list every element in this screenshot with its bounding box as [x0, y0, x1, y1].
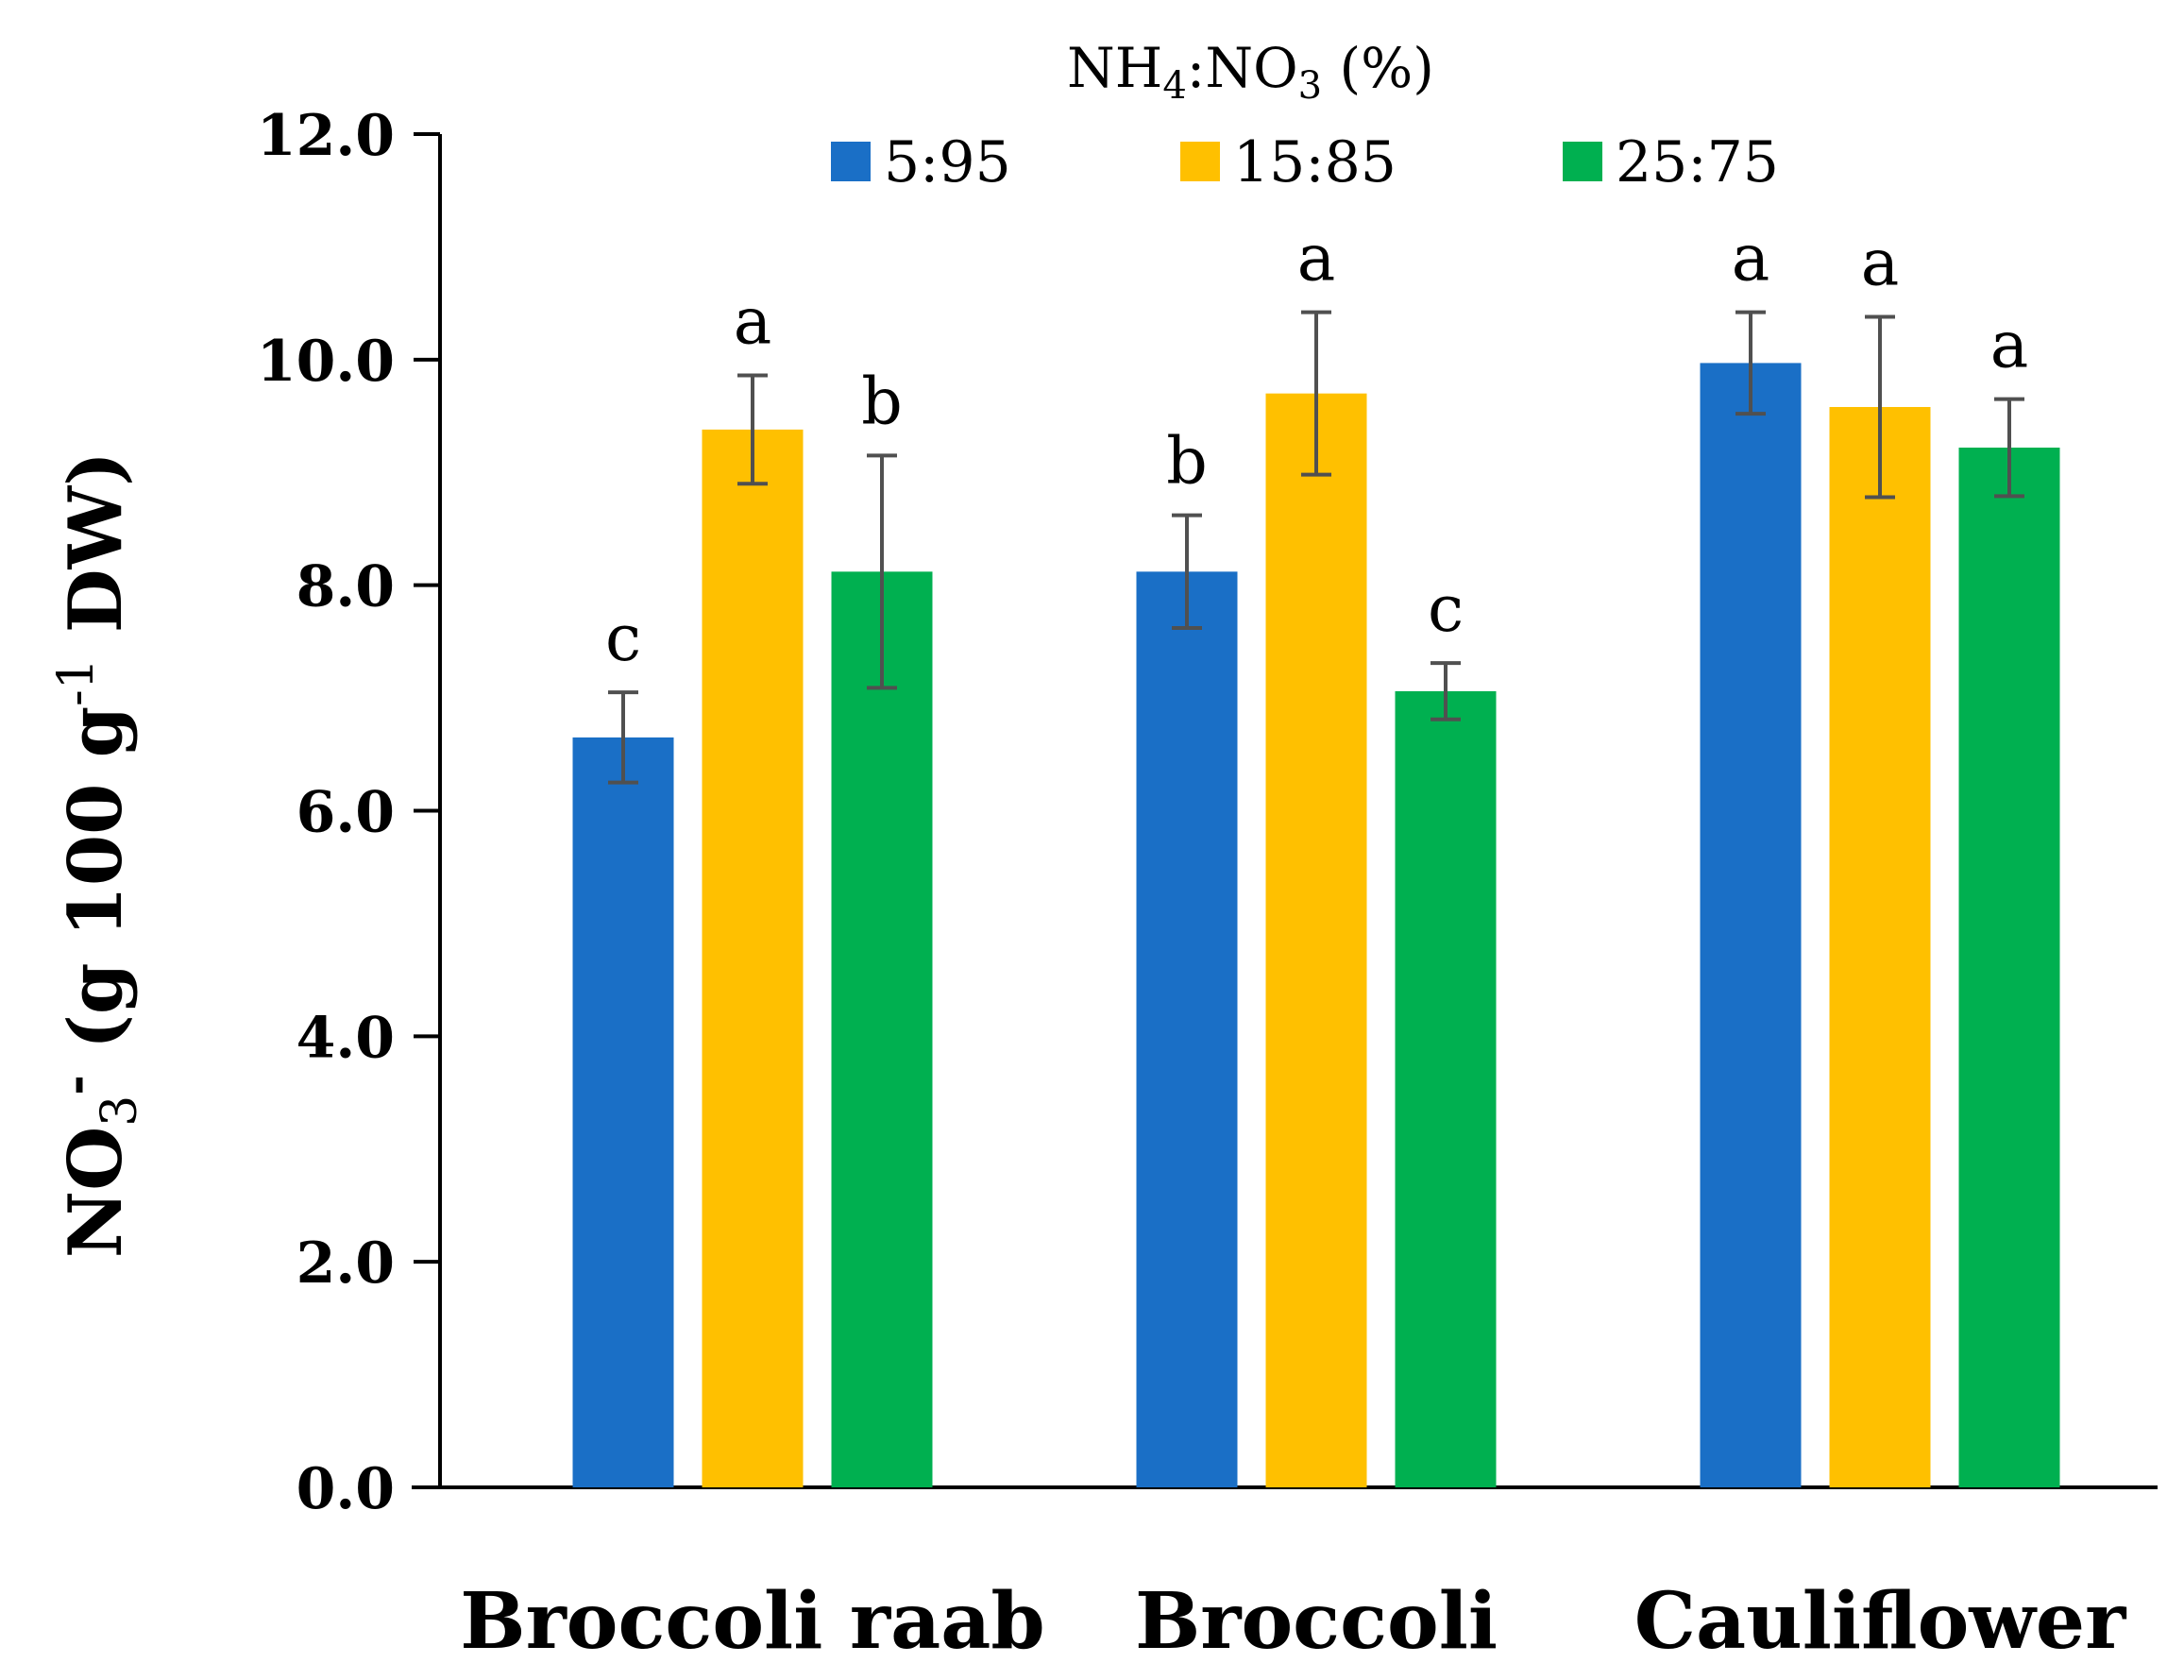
bar-25-75-cauliflower: [1958, 447, 2060, 1488]
legend-swatch: [1563, 142, 1602, 181]
x-category-label: Broccoli: [1135, 1576, 1498, 1667]
bar-25-75-broccoli: [1395, 690, 1497, 1487]
legend-label: 25:75: [1616, 129, 1779, 195]
y-tick-label: 4.0: [296, 1005, 395, 1071]
y-tick-label: 0.0: [296, 1456, 395, 1522]
significance-letter: b: [861, 365, 903, 439]
significance-letter: a: [1732, 222, 1770, 297]
bar-15-85-broccoli-raab: [702, 429, 804, 1487]
y-axis: 0.0 2.0 4.0 6.0 8.0 10.0 12.0: [257, 103, 442, 1522]
legend-swatch: [831, 142, 871, 181]
bar-15-85-broccoli: [1265, 393, 1367, 1487]
significance-letter: a: [1990, 309, 2029, 383]
significance-letter: a: [1861, 226, 1900, 300]
legend-title: NH4:NO3 (%): [1067, 36, 1434, 108]
y-tick-label: 8.0: [296, 554, 395, 620]
legend-swatch: [1180, 142, 1220, 181]
y-tick-label: 6.0: [296, 780, 395, 846]
bar-5-95-cauliflower: [1700, 363, 1802, 1488]
y-axis-title: NO3- (g 100 g-1 DW): [47, 451, 148, 1258]
legend-label: 15:85: [1233, 129, 1397, 195]
significance-letter: b: [1166, 425, 1208, 500]
legend: 5:95 15:85 25:75: [831, 129, 1779, 195]
significance-letter: c: [605, 602, 641, 676]
bar-25-75-broccoli-raab: [831, 571, 933, 1487]
legend-label: 5:95: [884, 129, 1011, 195]
x-axis: Broccoli raab Broccoli Cauliflower: [412, 1485, 2158, 1667]
x-category-label: Broccoli raab: [460, 1576, 1044, 1667]
y-tick-label: 10.0: [257, 329, 395, 395]
bars: c b a a a a b c a: [572, 222, 2060, 1488]
significance-letter: c: [1428, 572, 1464, 647]
bar-15-85-cauliflower: [1829, 406, 1931, 1488]
significance-letter: a: [1297, 222, 1336, 297]
bar-5-95-broccoli: [1136, 571, 1238, 1487]
y-tick-label: 12.0: [257, 103, 395, 169]
y-tick-label: 2.0: [296, 1230, 395, 1297]
significance-letter: a: [734, 285, 772, 360]
x-category-label: Cauliflower: [1634, 1576, 2127, 1667]
bar-5-95-broccoli-raab: [572, 737, 674, 1487]
